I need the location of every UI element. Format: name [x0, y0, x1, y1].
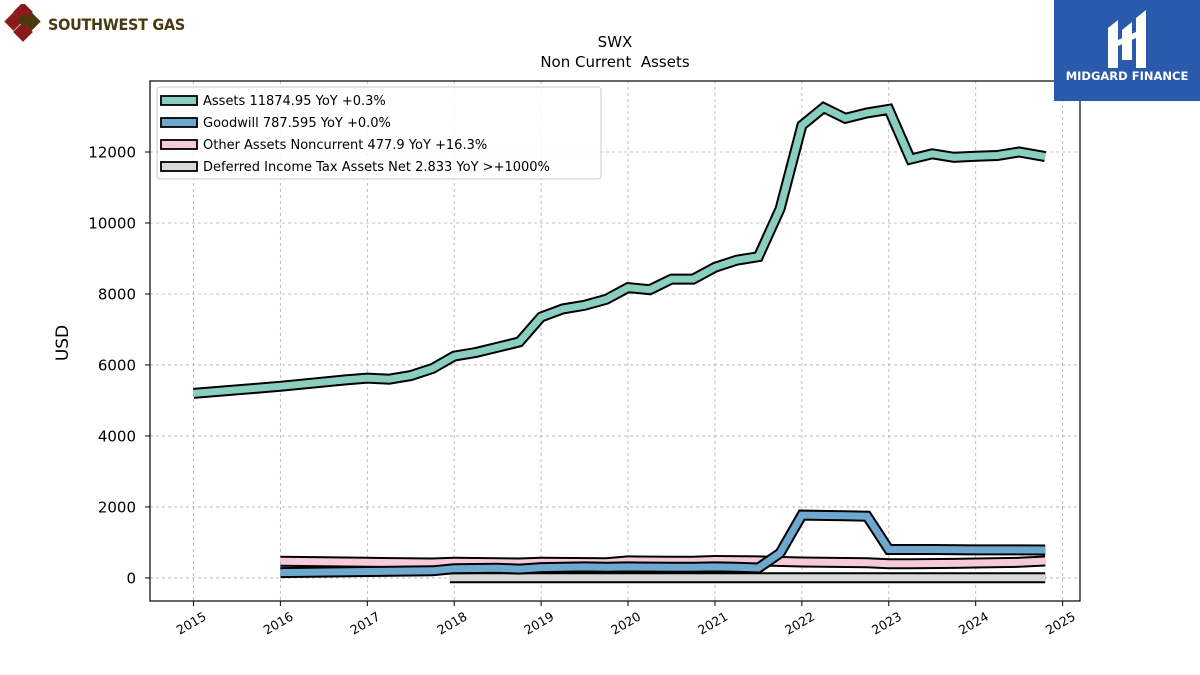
legend-swatch [160, 161, 198, 172]
y-tick-label: 6000 [98, 356, 136, 374]
y-tick-label: 2000 [98, 498, 136, 516]
y-tick-label: 4000 [98, 427, 136, 445]
midgard-finance-logo: MIDGARD FINANCE [1054, 0, 1200, 101]
legend-label: Other Assets Noncurrent 477.9 YoY +16.3% [203, 138, 487, 153]
x-tick-label: 2017 [348, 609, 383, 638]
x-tick-label: 2024 [956, 609, 991, 638]
diamond-logo-icon [4, 4, 41, 42]
x-tick-label: 2018 [434, 609, 469, 638]
x-tick-label: 2020 [608, 609, 643, 638]
x-tick-label: 2025 [1043, 609, 1078, 638]
legend-label: Goodwill 787.595 YoY +0.0% [203, 116, 391, 131]
legend-label: Assets 11874.95 YoY +0.3% [203, 94, 386, 109]
plot-frame [149, 80, 1081, 602]
legend-swatch [160, 139, 198, 150]
chart-subtitle: Non Current Assets [540, 53, 690, 71]
series-line [280, 556, 1046, 568]
y-tick-label: 10000 [88, 214, 136, 232]
x-tick-label: 2015 [174, 609, 209, 638]
series-goodwill [280, 509, 1046, 579]
series-other-assets-noncurrent [280, 554, 1046, 570]
x-tick-label: 2022 [782, 609, 817, 638]
company-logo-text: SOUTHWEST GAS [48, 14, 185, 34]
legend-swatch [160, 95, 198, 106]
series-line [280, 511, 1046, 577]
legend-swatch [160, 117, 198, 128]
southwest-gas-logo: SOUTHWEST GAS [4, 4, 200, 44]
x-tick-label: 2019 [521, 609, 556, 638]
x-tick-label: 2023 [869, 609, 904, 638]
midgard-mark-icon [1108, 10, 1146, 68]
x-tick-label: 2016 [261, 609, 296, 638]
y-axis-label: USD [53, 325, 73, 361]
publisher-logo-text: MIDGARD FINANCE [1065, 69, 1189, 83]
legend-box [156, 86, 602, 180]
chart-title: SWX [598, 33, 633, 51]
x-tick-label: 2021 [695, 609, 730, 638]
series-line [193, 103, 1046, 397]
y-tick-label: 8000 [98, 285, 136, 303]
y-tick-label: 12000 [88, 143, 136, 161]
y-tick-label: 0 [126, 569, 136, 587]
legend-label: Deferred Income Tax Assets Net 2.833 YoY… [203, 160, 550, 175]
series-assets [193, 101, 1047, 399]
